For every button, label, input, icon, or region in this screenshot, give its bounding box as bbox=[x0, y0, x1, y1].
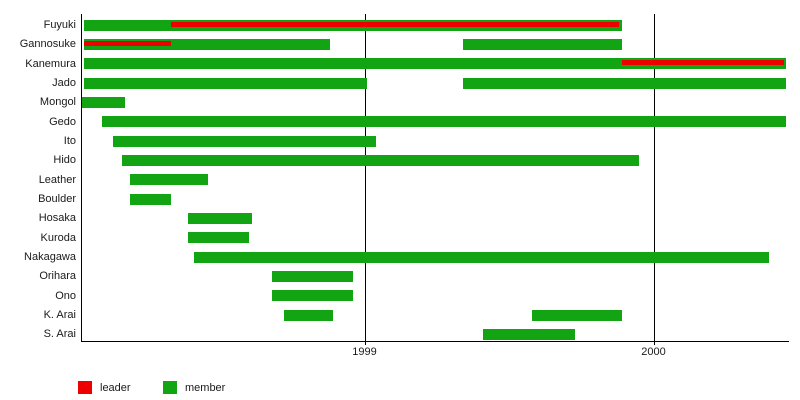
row-label-nakagawa: Nakagawa bbox=[24, 251, 76, 264]
member-bar-gannosuke bbox=[462, 38, 622, 50]
member-bar-gannosuke bbox=[84, 38, 330, 50]
y-axis-line bbox=[81, 14, 82, 341]
row-label-s-arai: S. Arai bbox=[43, 328, 76, 341]
x-axis-line bbox=[81, 341, 789, 342]
row-label-gedo: Gedo bbox=[49, 115, 76, 128]
row-label-fuyuki: Fuyuki bbox=[43, 19, 76, 31]
member-bar-jado bbox=[84, 77, 368, 89]
member-bar-nakagawa bbox=[193, 251, 770, 263]
row-label-hido: Hido bbox=[53, 154, 76, 167]
row-label-kanemura: Kanemura bbox=[25, 57, 76, 70]
gridline-1999 bbox=[365, 14, 366, 345]
member-bar-hido bbox=[121, 154, 640, 166]
member-bar-boulder bbox=[130, 193, 171, 205]
member-bar-ito bbox=[113, 135, 377, 147]
leader-bar-fuyuki bbox=[170, 21, 619, 27]
legend-member-label: member bbox=[185, 382, 226, 394]
member-bar-leather bbox=[130, 174, 209, 186]
row-label-mongol: Mongol bbox=[39, 96, 76, 109]
member-bar-jado bbox=[462, 77, 787, 89]
member-bar-kanemura bbox=[84, 58, 787, 70]
legend-member-swatch bbox=[163, 381, 177, 394]
member-bar-s-arai bbox=[482, 328, 576, 340]
leader-bar-gannosuke bbox=[84, 40, 171, 46]
x-tick-label-1999: 1999 bbox=[352, 346, 377, 358]
row-label-orihara: Orihara bbox=[39, 270, 76, 283]
member-bar-mongol bbox=[81, 96, 125, 108]
member-bar-k-arai bbox=[283, 309, 333, 321]
row-label-gannosuke: Gannosuke bbox=[19, 38, 76, 51]
row-label-ono: Ono bbox=[55, 289, 76, 302]
member-bar-kuroda bbox=[188, 232, 249, 244]
leader-bar-kanemura bbox=[621, 60, 784, 66]
row-label-hosaka: Hosaka bbox=[38, 212, 76, 225]
row-label-jado: Jado bbox=[52, 77, 76, 90]
member-bar-orihara bbox=[272, 270, 353, 282]
member-bar-k-arai bbox=[532, 309, 622, 321]
row-label-kuroda: Kuroda bbox=[40, 231, 76, 244]
member-bar-gedo bbox=[101, 116, 787, 128]
row-label-boulder: Boulder bbox=[38, 193, 76, 206]
legend-leader-label: leader bbox=[100, 382, 131, 394]
member-bar-ono bbox=[272, 290, 353, 302]
member-bar-hosaka bbox=[188, 212, 252, 224]
x-tick-label-2000: 2000 bbox=[641, 346, 666, 358]
row-label-ito: Ito bbox=[63, 135, 76, 148]
row-label-k-arai: K. Arai bbox=[43, 309, 76, 322]
legend-leader-swatch bbox=[78, 381, 92, 394]
legend: leader member bbox=[0, 380, 800, 398]
row-label-leather: Leather bbox=[38, 173, 76, 186]
gridline-2000 bbox=[654, 14, 655, 345]
